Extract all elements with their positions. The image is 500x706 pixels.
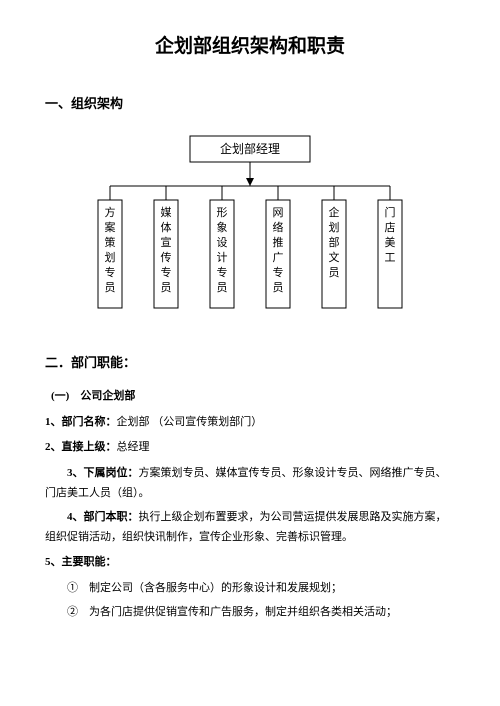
item-label: 1、部门名称： (45, 416, 117, 428)
svg-text:员: 员 (161, 281, 172, 294)
svg-text:案: 案 (105, 220, 116, 234)
svg-text:员: 员 (329, 266, 340, 279)
item-label: 2、直接上级： (45, 441, 117, 453)
svg-text:美: 美 (385, 236, 396, 249)
item-line: 5、主要职能： (45, 553, 455, 573)
svg-text:文: 文 (329, 250, 340, 264)
svg-text:体: 体 (161, 220, 172, 234)
item-label: 4、部门本职： (67, 511, 139, 523)
section1-heading: 一、组织架构 (45, 92, 455, 115)
svg-text:企: 企 (329, 205, 340, 219)
svg-text:门: 门 (385, 205, 396, 219)
section2-heading: 二．部门职能： (45, 351, 455, 374)
duty-item: ② 为各门店提供促销宣传和广告服务，制定并组织各类相关活动； (67, 603, 455, 623)
svg-text:员: 员 (273, 281, 284, 294)
svg-text:络: 络 (273, 220, 284, 234)
items-container: 1、部门名称：企划部 （公司宣传策划部门） 2、直接上级：总经理 3、下属岗位：方案… (45, 413, 455, 574)
svg-text:传: 传 (161, 251, 172, 264)
svg-text:专: 专 (273, 265, 284, 279)
svg-text:计: 计 (217, 251, 228, 264)
item-line: 1、部门名称：企划部 （公司宣传策划部门） (45, 413, 455, 433)
svg-text:推: 推 (273, 235, 284, 249)
svg-text:工: 工 (385, 252, 396, 264)
svg-text:方: 方 (105, 205, 116, 219)
page-title: 企划部组织架构和职责 (45, 30, 455, 64)
svg-text:网: 网 (273, 207, 284, 219)
svg-text:专: 专 (217, 265, 228, 279)
svg-text:专: 专 (161, 265, 172, 279)
item-label: 3、下属岗位： (67, 467, 139, 479)
svg-text:广: 广 (273, 251, 284, 264)
org-chart: 企划部经理方案策划专员媒体宣传专员形象设计专员网络推广专员企划部文员门店美工 (70, 128, 430, 326)
item-label: 5、主要职能： (45, 556, 117, 568)
item-text: 企划部 （公司宣传策划部门） (117, 416, 263, 428)
svg-text:媒: 媒 (161, 206, 172, 219)
item-text: 总经理 (117, 441, 150, 453)
svg-text:店: 店 (385, 220, 396, 234)
item-line: 2、直接上级：总经理 (45, 438, 455, 458)
svg-text:员: 员 (217, 281, 228, 294)
svg-text:专: 专 (105, 265, 116, 279)
svg-text:企划部经理: 企划部经理 (220, 141, 280, 156)
svg-text:划: 划 (105, 251, 116, 264)
svg-text:策: 策 (105, 235, 116, 249)
svg-text:员: 员 (105, 281, 116, 294)
svg-text:划: 划 (329, 221, 340, 234)
duty-item: ① 制定公司（含各服务中心）的形象设计和发展规划； (67, 579, 455, 599)
svg-text:象: 象 (217, 221, 228, 234)
duties-container: ① 制定公司（含各服务中心）的形象设计和发展规划； ② 为各门店提供促销宣传和广告… (45, 579, 455, 623)
item-para: 3、下属岗位：方案策划专员、媒体宣传专员、形象设计专员、网络推广专员、门店美工人… (45, 464, 455, 504)
sub1-heading: (一) 公司企划部 (51, 387, 455, 407)
svg-text:设: 设 (217, 236, 228, 249)
svg-text:部: 部 (329, 235, 340, 249)
item-para: 4、部门本职：执行上级企划布置要求，为公司营运提供发展思路及实施方案，组织促销活… (45, 508, 455, 548)
svg-text:宣: 宣 (161, 235, 172, 249)
svg-text:形: 形 (217, 206, 228, 219)
